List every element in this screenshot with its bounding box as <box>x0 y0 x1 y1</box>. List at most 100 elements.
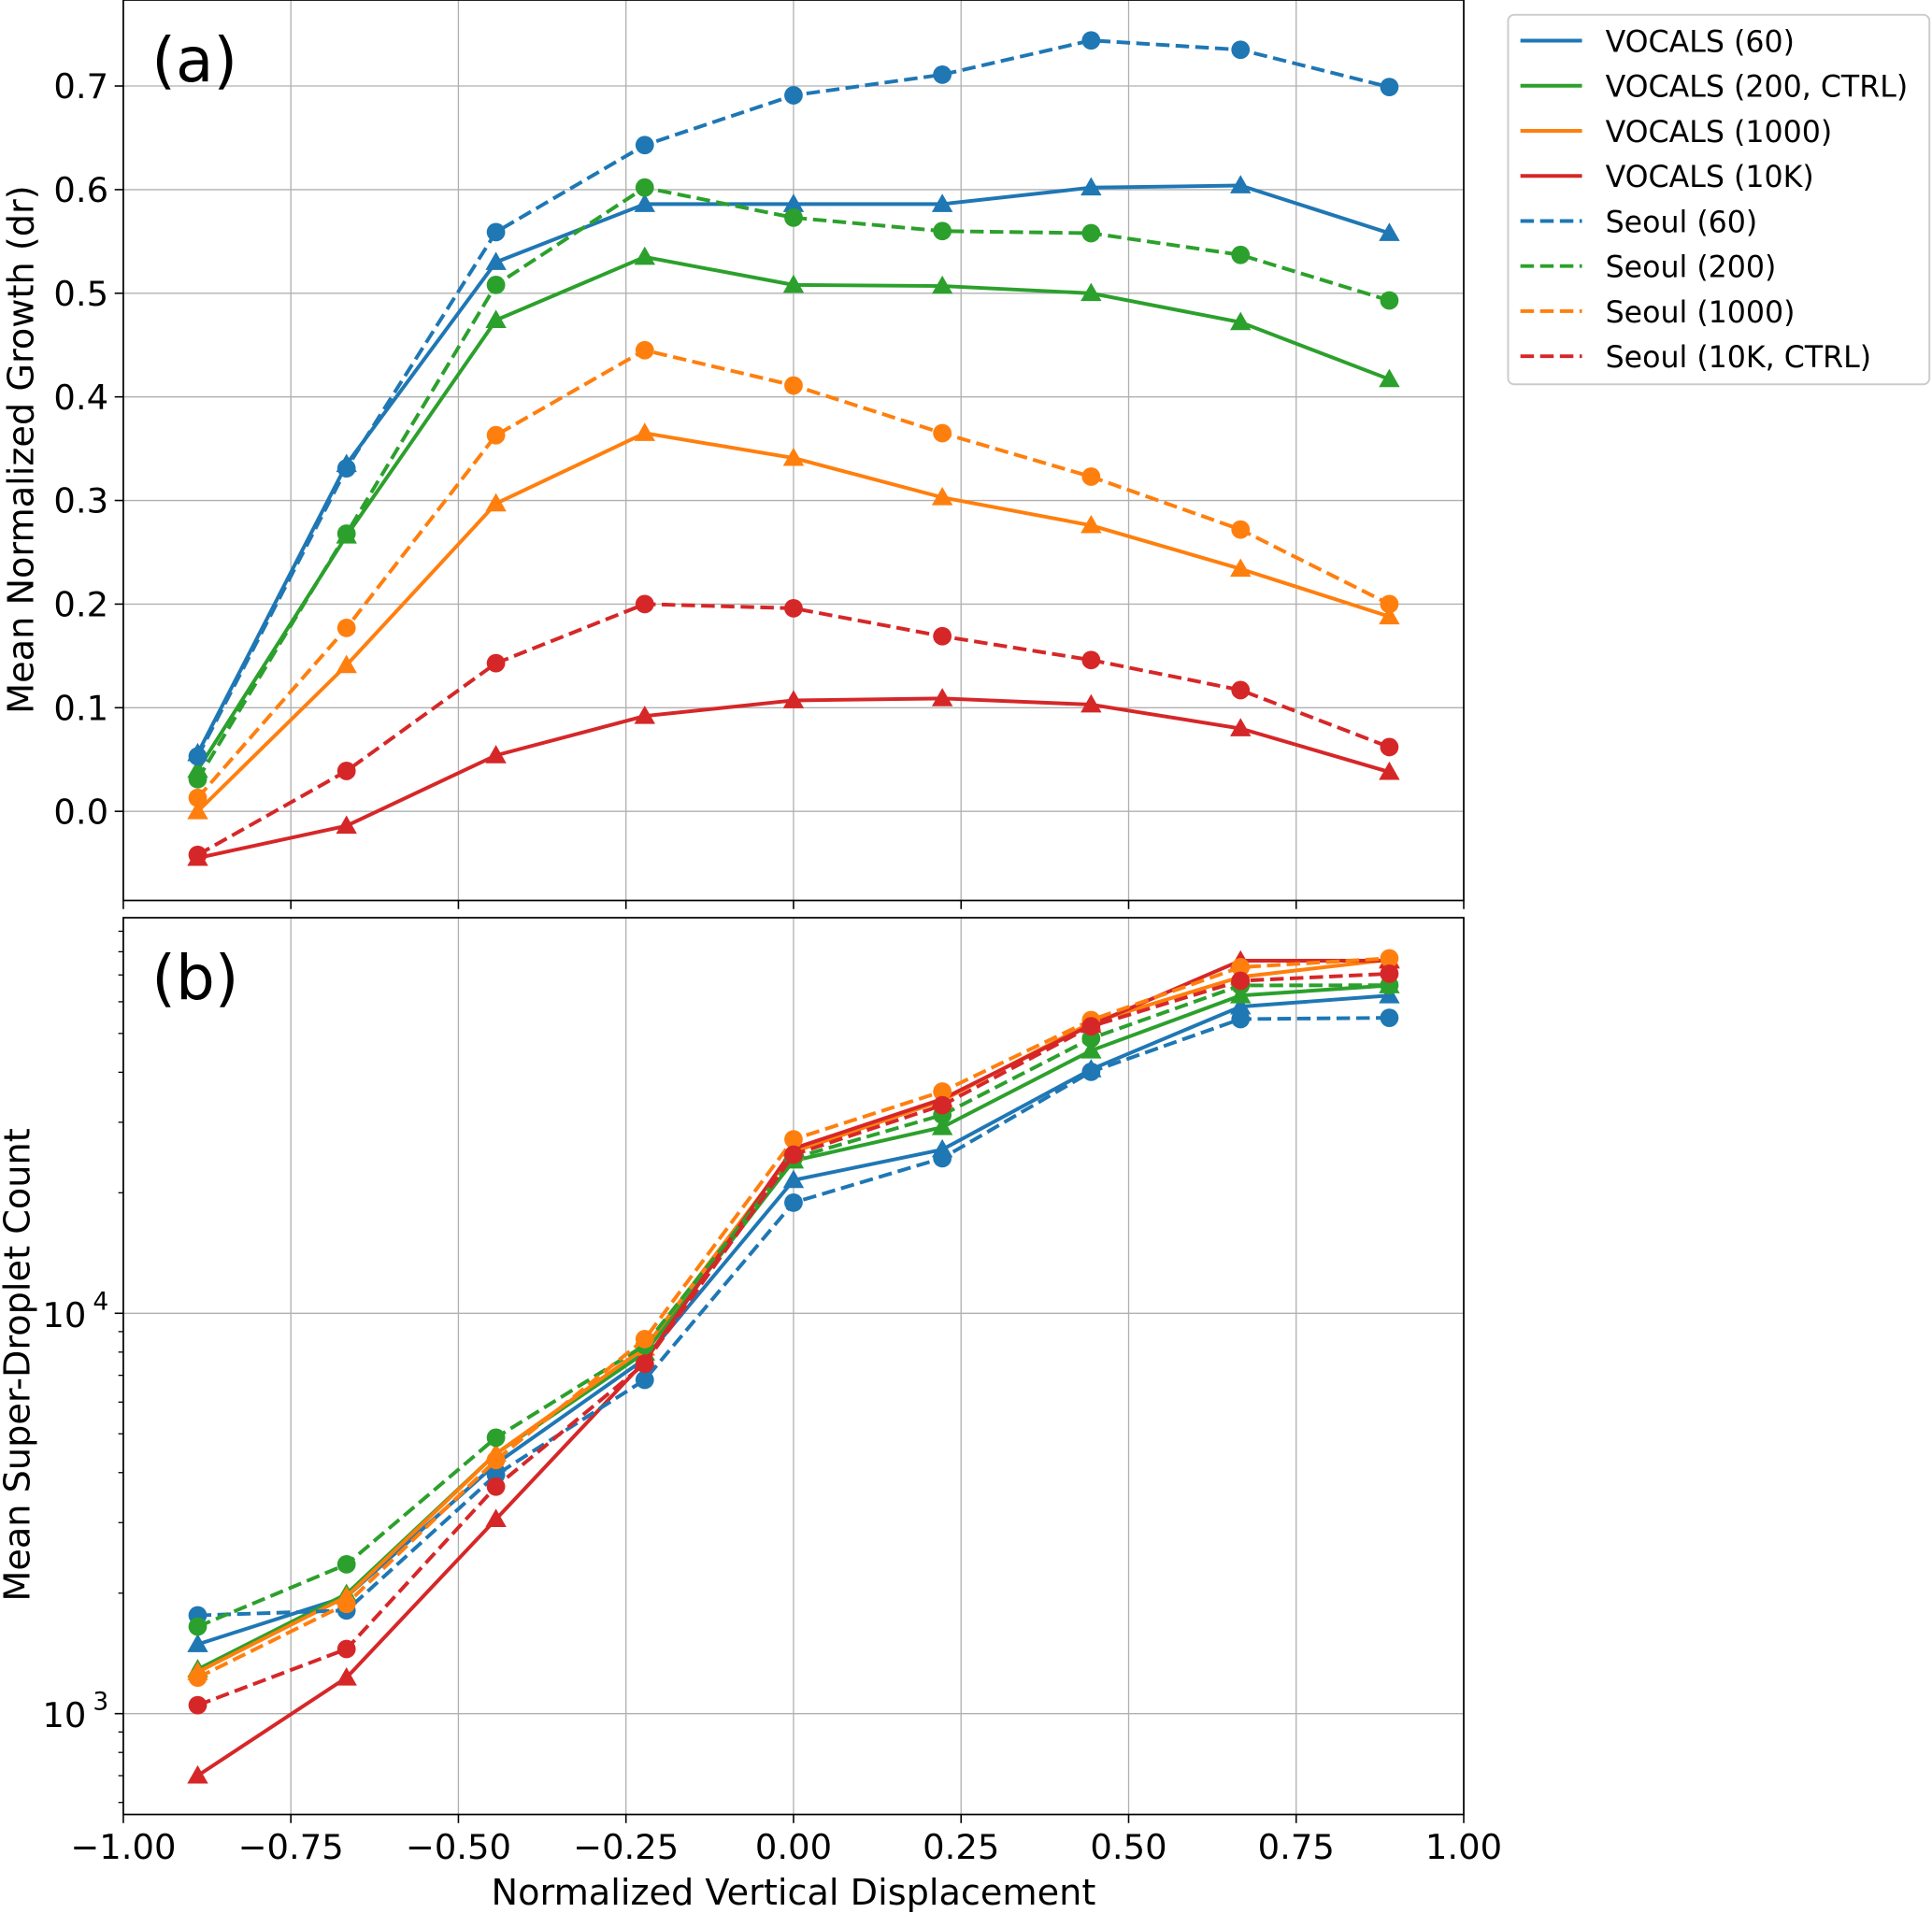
legend-label: Seoul (10K, CTRL) <box>1606 341 1872 375</box>
x-tick-label: 0.00 <box>755 1827 832 1867</box>
data-point-circle <box>188 845 208 864</box>
data-point-triangle <box>782 690 805 708</box>
data-point-circle <box>486 276 506 294</box>
data-point-circle <box>1081 31 1101 50</box>
data-point-circle <box>784 1192 803 1212</box>
data-point-triangle <box>782 1169 805 1189</box>
data-point-circle <box>1380 78 1399 97</box>
x-tick-label: −0.25 <box>573 1827 679 1867</box>
x-tick-label: −0.75 <box>238 1827 344 1867</box>
data-point-circle <box>1380 1008 1399 1028</box>
legend-label: VOCALS (1000) <box>1606 116 1833 150</box>
data-point-circle <box>1380 291 1399 310</box>
panel-b: 10 310 4−1.00 −0.75 −0.50 −0.25 0.00 0.25 0.50 0.… <box>42 917 1502 1867</box>
y-tick-label: 0.1 <box>53 688 108 728</box>
data-point-circle <box>784 86 803 105</box>
data-point-triangle <box>485 1508 507 1527</box>
data-point-circle <box>1231 40 1251 60</box>
data-point-circle <box>1380 737 1399 757</box>
x-axis-label: Normalized Vertical Displacement <box>492 1873 1096 1913</box>
data-point-triangle <box>634 193 655 212</box>
legend-entry: VOCALS (1000) <box>1520 116 1833 150</box>
data-point-circle <box>336 459 356 478</box>
data-point-circle <box>933 221 952 241</box>
data-point-circle <box>784 207 803 227</box>
x-tick-label: 0.25 <box>923 1827 999 1867</box>
data-point-circle <box>188 1695 208 1715</box>
data-point-circle <box>1081 467 1101 486</box>
data-point-circle <box>635 1370 654 1390</box>
legend-entry: VOCALS (10K) <box>1520 161 1814 194</box>
x-tick-label: −0.50 <box>406 1827 511 1867</box>
data-point-triangle <box>634 246 655 265</box>
data-point-triangle <box>931 688 953 707</box>
data-point-triangle <box>931 1117 953 1135</box>
data-point-triangle <box>485 309 507 329</box>
data-point-triangle <box>1379 222 1400 241</box>
panel-a: 0.0 0.1 0.2 0.3 0.4 0.5 0.6 0.7 <box>53 0 1465 909</box>
data-point-circle <box>486 222 506 242</box>
data-point-circle <box>1081 223 1101 243</box>
y-tick-label: 10 <box>42 1695 86 1735</box>
data-point-circle <box>784 1130 803 1149</box>
panel-b-label: (b) <box>151 942 238 1014</box>
data-point-triangle <box>782 193 805 212</box>
data-point-circle <box>635 178 654 197</box>
data-point-triangle <box>1230 558 1252 578</box>
data-point-triangle <box>1230 995 1252 1015</box>
data-point-circle <box>1231 520 1251 539</box>
data-point-triangle <box>1080 282 1102 302</box>
panel-b-y-axis-label: Mean Super-Droplet Count <box>0 1128 39 1601</box>
data-point-circle <box>933 1149 952 1168</box>
data-point-triangle <box>782 447 805 466</box>
y-tick-label: 0.2 <box>53 585 108 625</box>
data-point-triangle <box>336 654 357 674</box>
data-point-triangle <box>1080 1040 1102 1059</box>
data-point-circle <box>1081 1063 1101 1081</box>
data-point-triangle <box>634 705 655 724</box>
data-point-circle <box>933 1082 952 1101</box>
legend-entry: Seoul (10K, CTRL) <box>1520 341 1872 375</box>
legend-entry: Seoul (1000) <box>1520 296 1796 330</box>
data-point-circle <box>1231 245 1251 264</box>
y-tick-label: 0.3 <box>53 481 108 521</box>
data-point-circle <box>784 1145 803 1164</box>
data-point-circle <box>784 376 803 395</box>
data-point-circle <box>336 524 356 543</box>
y-tick-label: 10 <box>42 1295 86 1335</box>
data-point-circle <box>635 1354 654 1374</box>
legend: VOCALS (60) VOCALS (200, CTRL) VOCALS (100… <box>1507 13 1931 386</box>
data-point-circle <box>188 769 208 789</box>
y-tick-label: 0.4 <box>53 378 108 418</box>
data-point-triangle <box>187 800 208 820</box>
series-seoul-200 <box>188 178 1399 789</box>
data-point-circle <box>635 1330 654 1349</box>
data-point-circle <box>336 1594 356 1614</box>
data-point-triangle <box>485 251 507 270</box>
series-seoul-1000 <box>188 340 1399 807</box>
data-point-triangle <box>931 275 953 294</box>
legend-entry: VOCALS (200, CTRL) <box>1520 71 1908 105</box>
data-point-circle <box>635 340 654 360</box>
data-point-circle <box>784 598 803 618</box>
data-point-circle <box>933 423 952 443</box>
panel-a-label: (a) <box>151 24 237 96</box>
data-point-triangle <box>634 422 655 441</box>
x-tick-label: 1.00 <box>1425 1827 1502 1867</box>
series-seoul-1000 <box>188 949 1399 1688</box>
data-point-triangle <box>1080 514 1102 534</box>
data-point-circle <box>1231 971 1251 991</box>
data-point-circle <box>336 1639 356 1659</box>
data-point-circle <box>188 1668 208 1688</box>
data-point-triangle <box>1230 718 1252 736</box>
data-point-circle <box>486 1428 506 1448</box>
legend-entry: Seoul (60) <box>1520 206 1757 239</box>
data-point-triangle <box>187 1764 208 1784</box>
data-point-circle <box>486 425 506 445</box>
y-tick-label: 0.7 <box>53 66 108 107</box>
data-point-triangle <box>782 274 805 293</box>
legend-label: VOCALS (60) <box>1606 25 1795 59</box>
data-point-circle <box>933 626 952 646</box>
legend-entry: Seoul (200) <box>1520 251 1776 285</box>
